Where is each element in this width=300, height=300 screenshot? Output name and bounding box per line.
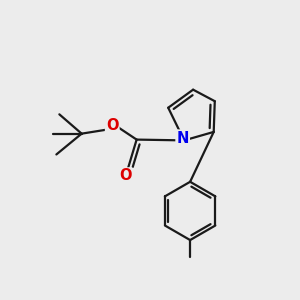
Text: O: O [119,168,132,183]
Text: O: O [106,118,118,133]
Text: N: N [176,130,189,146]
